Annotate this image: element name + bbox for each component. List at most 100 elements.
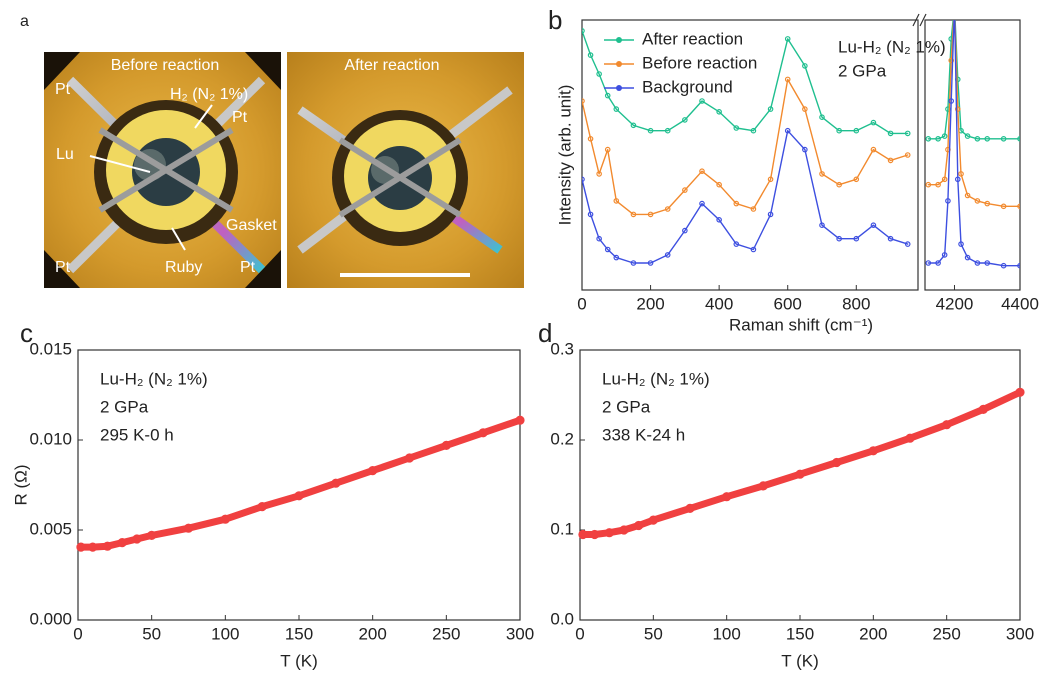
data-point (935, 136, 941, 142)
data-point (870, 119, 877, 126)
photo-title: After reaction (344, 57, 439, 74)
data-point (613, 106, 620, 112)
plot-frame (77, 349, 521, 621)
data-point (404, 453, 415, 463)
plot-frame (581, 19, 919, 291)
data-point (887, 157, 894, 164)
x-tick-label: 0 (575, 624, 584, 643)
data-point (750, 127, 757, 134)
annotation: 2 GPa (602, 397, 651, 416)
x-tick-label: 800 (842, 294, 870, 313)
data-point (978, 404, 988, 414)
y-tick-label: 0.005 (29, 519, 72, 538)
data-point (1015, 387, 1025, 397)
data-point (613, 254, 620, 261)
data-point (935, 181, 941, 188)
data-point (716, 217, 722, 223)
data-point (699, 200, 705, 207)
data-point (587, 52, 594, 58)
x-axis-label: T (K) (280, 651, 317, 670)
data-point (819, 222, 825, 229)
data-point (853, 127, 860, 134)
data-point (699, 168, 705, 175)
annotation: Lu-H₂ (N₂ 1%) (838, 37, 946, 56)
data-point (587, 211, 594, 218)
data-point (948, 57, 955, 64)
data-point (750, 246, 757, 253)
data-point (1000, 262, 1007, 269)
data-point (590, 529, 600, 540)
data-point (819, 171, 825, 177)
x-tick-label: 250 (432, 624, 460, 643)
annotation: 2 GPa (100, 397, 149, 416)
plot-area (578, 387, 1025, 540)
data-point (596, 171, 602, 177)
data-point (582, 98, 585, 104)
series-line (579, 388, 1024, 538)
plot-area (582, 4, 1020, 269)
data-point (1017, 203, 1020, 210)
data-point (716, 181, 722, 188)
data-point (954, 176, 961, 183)
data-point (147, 530, 157, 541)
data-point (630, 211, 637, 218)
x-tick-label: 4200 (936, 294, 974, 313)
data-point (478, 428, 488, 438)
data-point (952, 4, 956, 8)
data-point (795, 469, 805, 479)
data-point (945, 198, 951, 204)
data-point (733, 241, 740, 247)
data-point (974, 260, 981, 266)
x-tick-label: 100 (712, 624, 740, 643)
data-point (853, 176, 860, 183)
data-point (132, 534, 142, 544)
x-tick-label: 250 (932, 624, 960, 643)
data-point (964, 133, 971, 139)
plot-frame (924, 19, 1021, 291)
data-point (596, 71, 602, 77)
data-point (582, 176, 585, 183)
data-point (904, 130, 911, 137)
data-point (604, 528, 614, 538)
data-point (802, 63, 808, 69)
data-point (984, 200, 991, 207)
photo-label: Pt (232, 109, 248, 126)
data-point (368, 466, 378, 476)
series-line (582, 78, 909, 216)
data-point (1000, 203, 1007, 210)
data-point (604, 246, 611, 253)
y-tick-label: 0.3 (550, 339, 574, 358)
photo-before (44, 52, 281, 288)
data-point (836, 235, 842, 242)
x-tick-label: 50 (644, 624, 663, 643)
data-point (664, 252, 671, 258)
data-point (647, 127, 654, 134)
data-point (648, 515, 658, 525)
photo-label: Lu (56, 146, 74, 163)
x-tick-label: 200 (859, 624, 887, 643)
data-point (257, 502, 267, 512)
data-point (647, 260, 654, 266)
y-tick-label: 0.010 (29, 429, 72, 448)
data-point (868, 446, 878, 456)
data-point (784, 36, 791, 42)
annotation: 2 GPa (838, 61, 887, 80)
data-point (945, 106, 951, 112)
y-tick-label: 0.1 (550, 519, 574, 538)
panel-letter: d (538, 318, 552, 348)
data-point (925, 260, 932, 266)
data-point (685, 503, 695, 513)
series-line (582, 30, 909, 135)
series-line (582, 130, 909, 264)
data-point (682, 187, 688, 193)
y-axis-label: Intensity (arb. unit) (555, 85, 574, 226)
x-tick-label: 50 (142, 624, 161, 643)
data-point (619, 525, 629, 535)
photo-label: Pt (55, 81, 71, 98)
data-point (870, 146, 877, 153)
data-point (832, 457, 842, 468)
data-point (836, 181, 842, 188)
photo-label: Gasket (226, 217, 277, 234)
data-point (441, 440, 451, 450)
